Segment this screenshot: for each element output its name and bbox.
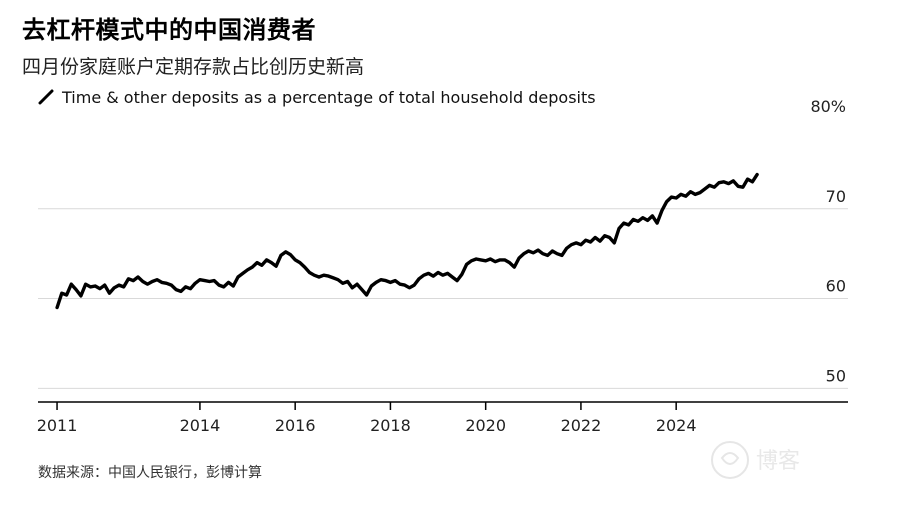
x-tick-label: 2014	[180, 416, 221, 435]
x-axis	[38, 401, 848, 410]
legend-label: Time & other deposits as a percentage of…	[62, 87, 596, 107]
gridlines	[38, 208, 848, 389]
x-tick-label: 2011	[37, 416, 78, 435]
watermark-logo: 博客	[711, 441, 800, 479]
y-tick-label: 70	[826, 187, 846, 206]
y-tick-label: 80%	[810, 97, 846, 116]
y-tick-label: 50	[826, 366, 846, 385]
page-subtitle: 四月份家庭账户定期存款占比创历史新高	[22, 56, 365, 78]
legend-line-icon	[38, 89, 54, 105]
y-tick-label: 60	[826, 277, 846, 296]
x-tick-label: 2022	[561, 416, 602, 435]
series-layer	[55, 172, 759, 310]
x-tick-label: 2020	[465, 416, 506, 435]
watermark-text: 博客	[756, 449, 800, 474]
page-title: 去杠杆模式中的中国消费者	[22, 16, 316, 44]
x-tick-label: 2016	[275, 416, 316, 435]
source-note: 数据来源：中国人民银行，彭博计算	[38, 465, 262, 481]
chart-legend: Time & other deposits as a percentage of…	[38, 86, 596, 108]
x-tick-label: 2024	[656, 416, 697, 435]
x-tick-label: 2018	[370, 416, 411, 435]
tick-labels: 50 60 70 80% 2011 2014 2016 2018 2020 2022 2024	[37, 97, 846, 435]
series-line	[55, 172, 759, 310]
